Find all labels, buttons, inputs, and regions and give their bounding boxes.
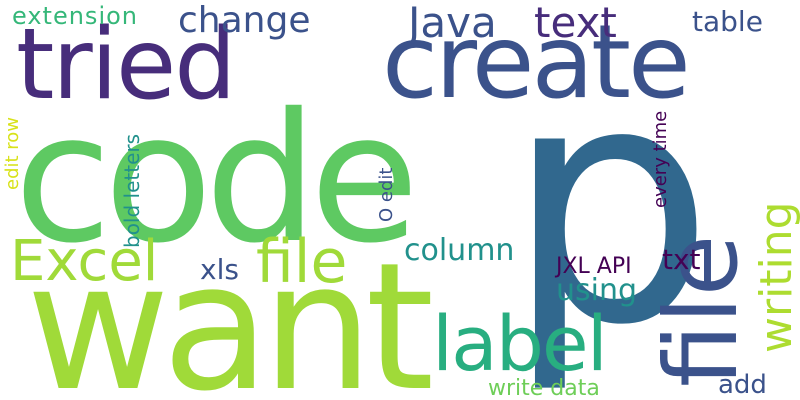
- word-using: using: [556, 273, 638, 308]
- word-excel: Excel: [10, 229, 159, 294]
- word-create: create: [382, 3, 691, 122]
- word-add: add: [718, 370, 767, 400]
- word-xls: xls: [200, 253, 239, 286]
- word-table: table: [692, 5, 763, 38]
- word-text: text: [534, 0, 617, 47]
- word-change: change: [178, 0, 311, 41]
- word-file-horizontal: file: [256, 227, 348, 297]
- word-write-data: write data: [488, 376, 600, 400]
- word-p: p: [505, 13, 715, 397]
- word-code: code: [14, 75, 419, 282]
- word-jxl-api: JXL API: [556, 254, 632, 279]
- word-column: column: [404, 233, 515, 268]
- word-txt: txt: [662, 243, 701, 276]
- word-want: want: [26, 225, 434, 400]
- word-bold-letters: bold letters: [120, 133, 144, 248]
- word-o-edit: O edit: [376, 167, 397, 222]
- word-edit-row: edit row: [2, 116, 23, 190]
- word-label: label: [432, 299, 608, 388]
- word-extension: extension: [12, 2, 138, 30]
- word-writing: writing: [751, 201, 800, 353]
- word-tried: tried: [16, 8, 236, 122]
- word-java: Java: [408, 0, 497, 47]
- word-every-time: every time: [650, 110, 671, 208]
